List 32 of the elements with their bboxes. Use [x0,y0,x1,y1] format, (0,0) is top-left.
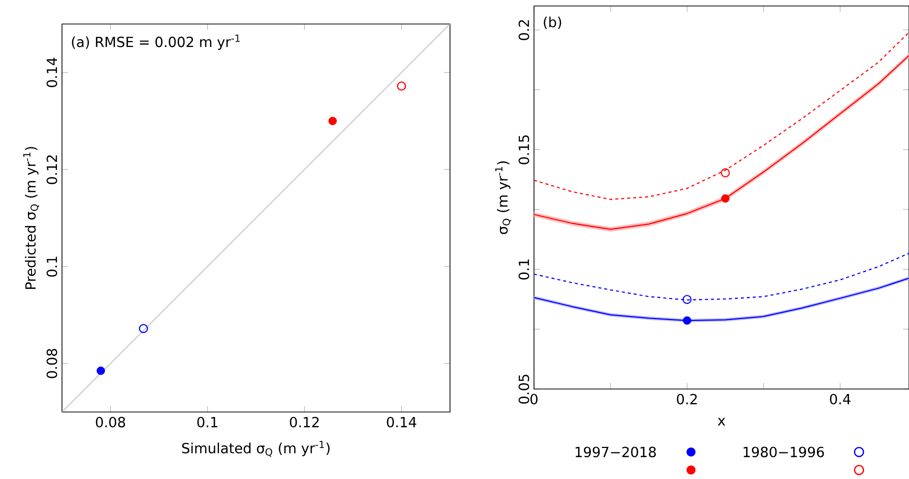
y-tick-label: 0.08 [46,348,58,378]
y-tick-label: 0.12 [46,155,58,184]
y-tick-label: 0.15 [518,135,530,164]
annotation: (b) [544,16,562,30]
legend-label: 1997−2018 [576,446,656,458]
y-tick-label: 0.2 [518,20,530,40]
x-tick-label: 0.14 [386,416,416,428]
x-tick-label: 0.1 [197,416,218,428]
x-axis-title: x [718,418,726,426]
point [720,168,730,178]
x-tick-label: 0.08 [96,416,126,428]
line-series [534,252,909,301]
x-tick-label: 0 [530,394,538,404]
y-tick-label: 0.14 [46,58,58,88]
point [721,194,730,203]
y-axis-title: σ$_{Q}$ (m yr$^{-1}$) [495,161,512,234]
y-tick-label: 0.05 [518,374,530,404]
point [328,116,337,126]
y-tick-label: 0.1 [518,260,530,280]
x-tick-label: 0.4 [830,394,850,404]
x-tick-label: 0.12 [290,416,319,428]
point [682,294,692,304]
legend-label: 1980−1996 [744,446,824,458]
point [682,316,692,325]
x-axis-title: Simulated σ$_{Q}$ (m yr$^{-1}$) [182,440,330,457]
y-axis-title: Predicted σ$_{Q}$ (m yr$^{-1}$) [23,146,40,289]
x-tick-label: 0.2 [676,394,697,404]
point [138,324,148,334]
point [396,82,406,91]
y-tick-label: 0.1 [46,256,58,277]
point [96,366,105,375]
annotation: (a) RMSE = 0.002 m yr$^{-1}$ [72,34,240,50]
